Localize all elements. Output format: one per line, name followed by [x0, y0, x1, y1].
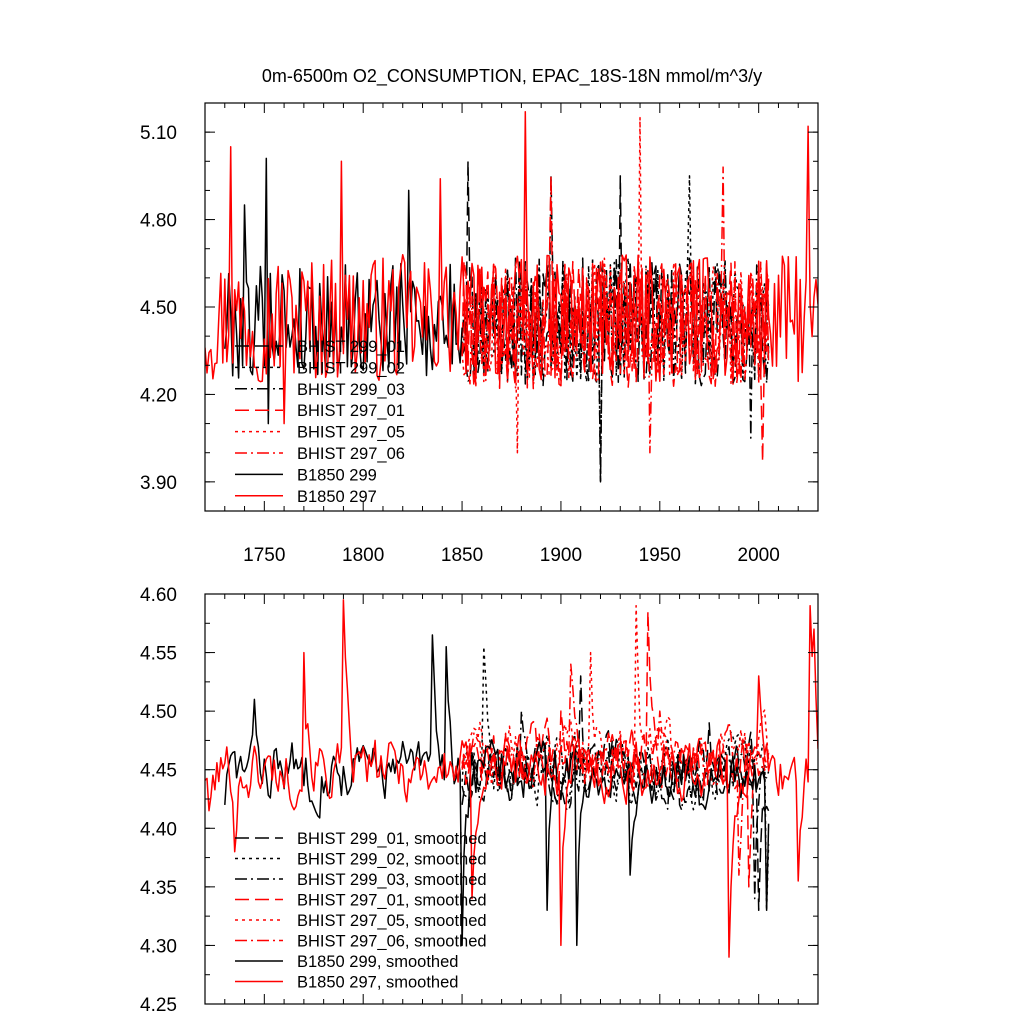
y-tick-label: 4.45: [140, 761, 177, 782]
y-tick-label: 4.35: [140, 878, 177, 899]
x-tick-label: 1950: [639, 545, 681, 566]
legend-label: BHIST 299_01, smoothed: [297, 830, 487, 848]
y-tick-label: 4.60: [140, 585, 177, 606]
y-tick-label: 4.40: [140, 819, 177, 840]
x-tick-label: 1750: [243, 545, 285, 566]
y-tick-label: 4.30: [140, 936, 177, 957]
legend-label: B1850 297, smoothed: [297, 974, 458, 992]
y-tick-label: 3.90: [140, 473, 177, 494]
y-tick-label: 4.50: [140, 298, 177, 319]
legend-label: BHIST 297_01: [297, 402, 405, 420]
legend-label: B1850 299: [297, 466, 377, 484]
x-tick-label: 1800: [342, 545, 384, 566]
bottom-legend: BHIST 299_01, smoothed BHIST 299_02, smoo…: [235, 830, 487, 992]
legend-label: BHIST 299_03: [297, 381, 405, 399]
legend-label: BHIST 297_06, smoothed: [297, 933, 487, 951]
bottom-panel: 4.25 4.30 4.35 4.40 4.45 4.50 4.55 4.60 BHIST 2…: [140, 585, 819, 1016]
x-tick-label: 1850: [441, 545, 483, 566]
legend-label: BHIST 299_01: [297, 338, 405, 356]
top-chart-title: 0m-6500m O2_CONSUMPTION, EPAC_18S-18N mm…: [262, 66, 762, 87]
bottom-series-lines: [205, 599, 818, 958]
series-line-5: [461, 166, 770, 454]
series-line-7: [205, 110, 818, 425]
legend-label: BHIST 297_05: [297, 424, 405, 442]
top-series-lines: [205, 110, 818, 483]
legend-label: B1850 299, smoothed: [297, 953, 458, 971]
series-line-3: [461, 175, 770, 463]
y-tick-label: 4.55: [140, 644, 177, 665]
y-tick-label: 5.10: [140, 123, 177, 144]
x-tick-label: 2000: [738, 545, 780, 566]
legend-label: BHIST 297_06: [297, 445, 405, 463]
y-tick-label: 4.50: [140, 702, 177, 723]
top-panel: 0m-6500m O2_CONSUMPTION, EPAC_18S-18N mm…: [140, 66, 819, 566]
top-axis-ticks: 1750 1800 1850 1900 1950 2000 3.90 4.20 4.50 4.80…: [140, 102, 819, 566]
y-tick-label: 4.20: [140, 385, 177, 406]
legend-label: BHIST 297_01, smoothed: [297, 892, 487, 910]
x-tick-label: 1900: [540, 545, 582, 566]
series-line-7: [205, 599, 818, 958]
y-tick-label: 4.25: [140, 995, 177, 1016]
legend-label: B1850 297: [297, 488, 377, 506]
legend-label: BHIST 299_02, smoothed: [297, 851, 487, 869]
legend-label: BHIST 297_05, smoothed: [297, 912, 487, 930]
series-line-6: [224, 634, 770, 947]
series-line-4: [461, 116, 770, 454]
bottom-axis-ticks: 4.25 4.30 4.35 4.40 4.45 4.50 4.55 4.60: [140, 585, 819, 1016]
top-legend: BHIST 299_01 BHIST 299_02 BHIST 299_03 BHIS…: [235, 338, 405, 506]
legend-label: BHIST 299_03, smoothed: [297, 871, 487, 889]
legend-label: BHIST 299_02: [297, 359, 405, 377]
y-tick-label: 4.80: [140, 211, 177, 232]
